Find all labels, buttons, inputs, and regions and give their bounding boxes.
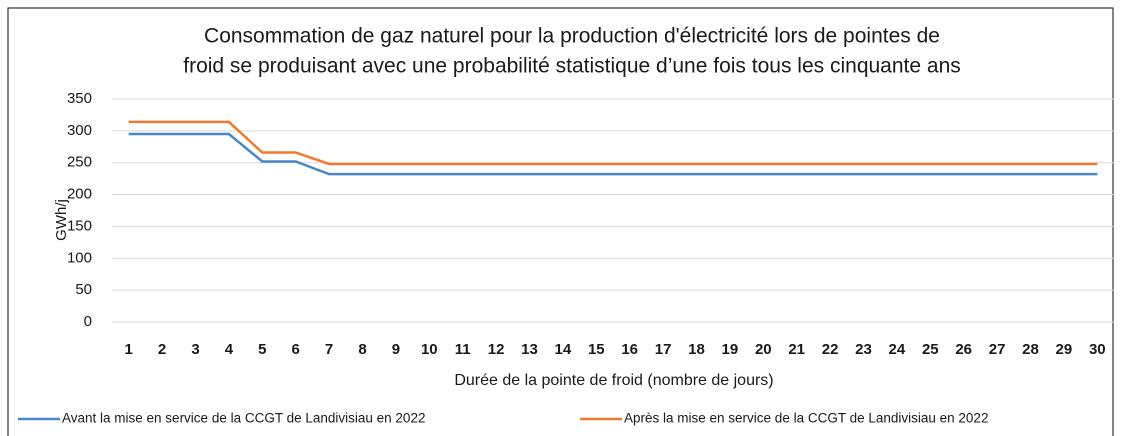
x-tick-label: 11 [455, 341, 471, 358]
x-tick-label: 7 [325, 341, 333, 358]
x-tick-label: 4 [225, 341, 234, 358]
data-line [128, 120, 1098, 166]
x-tick-label: 14 [555, 341, 572, 358]
x-tick-label: 28 [1022, 341, 1039, 358]
x-tick-label: 22 [822, 341, 839, 358]
chart-title: froid se produisant avec une probabilité… [183, 55, 961, 78]
x-tick-label: 12 [488, 341, 505, 358]
y-tick-label: 100 [67, 249, 92, 266]
y-tick-label: 250 [67, 154, 92, 171]
x-tick-label: 30 [1089, 341, 1106, 358]
x-tick-label: 6 [292, 341, 300, 358]
x-tick-label: 2 [158, 341, 166, 358]
x-tick-label: 15 [588, 341, 605, 358]
x-tick-label: 1 [125, 341, 133, 358]
x-tick-label: 13 [521, 341, 538, 358]
legend-label: Après la mise en service de la CCGT de L… [624, 411, 988, 426]
x-tick-label: 25 [922, 341, 939, 358]
x-tick-label: 27 [989, 341, 1006, 358]
x-tick-label: 17 [655, 341, 672, 358]
x-tick-label: 5 [258, 341, 266, 358]
chart-frame [7, 7, 1114, 436]
y-tick-label: 350 [67, 90, 92, 107]
x-tick-label: 20 [755, 341, 772, 358]
x-tick-label: 29 [1056, 341, 1073, 358]
x-tick-label: 24 [889, 341, 906, 358]
y-tick-label: 150 [67, 217, 92, 234]
x-tick-label: 16 [621, 341, 638, 358]
x-axis-label: Durée de la pointe de froid (nombre de j… [454, 372, 773, 389]
x-tick-label: 19 [722, 341, 739, 358]
y-tick-label: 300 [67, 122, 92, 139]
data-line [128, 132, 1098, 176]
x-tick-label: 9 [392, 341, 400, 358]
x-tick-label: 21 [788, 341, 805, 358]
x-tick-label: 18 [688, 341, 705, 358]
x-tick-label: 3 [191, 341, 199, 358]
y-tick-label: 0 [84, 313, 92, 330]
x-tick-label: 10 [421, 341, 438, 358]
chart-title: Consommation de gaz naturel pour la prod… [204, 25, 940, 48]
legend-label: Avant la mise en service de la CCGT de L… [62, 411, 425, 426]
x-tick-label: 26 [955, 341, 972, 358]
y-axis-label: GWh/j [53, 199, 70, 241]
x-tick-label: 8 [358, 341, 366, 358]
y-tick-label: 200 [67, 186, 92, 203]
x-tick-label: 23 [855, 341, 872, 358]
y-tick-label: 50 [75, 281, 92, 298]
